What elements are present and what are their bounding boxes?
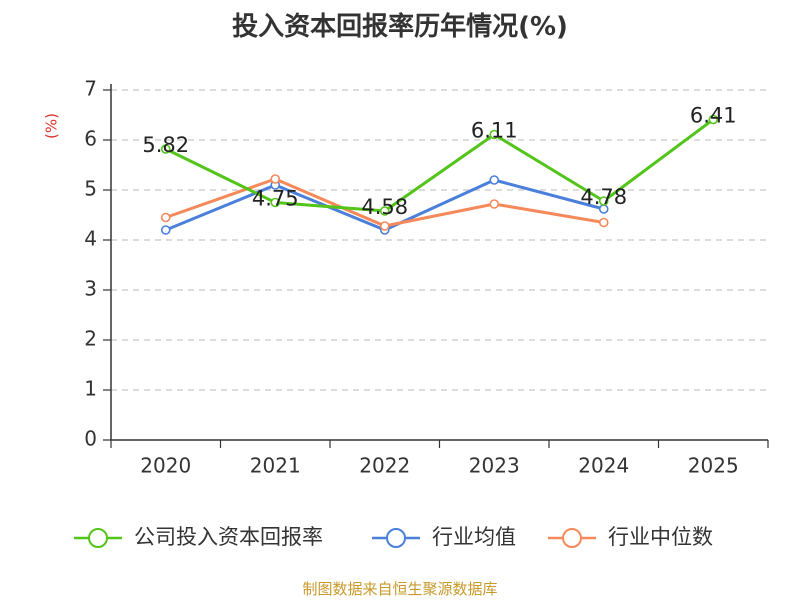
legend-label: 行业均值 [432,525,516,549]
data-label: 4.78 [580,185,627,209]
y-tick-label: 3 [84,277,97,301]
data-label: 4.58 [361,195,408,219]
data-label: 6.11 [471,119,518,143]
legend-marker [88,528,108,548]
series-line [165,118,715,213]
y-tick-label: 7 [84,77,97,101]
data-point [160,212,171,223]
data-point [489,199,500,209]
data-point [708,114,719,125]
data-point [598,217,609,228]
y-tick-label: 1 [84,377,97,401]
x-tick-label: 2023 [469,454,520,478]
x-tick-label: 2020 [140,454,191,478]
chart-title: 投入资本回报率历年情况(%) [232,12,568,42]
x-tick-label: 2021 [250,454,301,478]
data-point [489,175,500,185]
data-point [270,174,281,184]
data-label: 6.41 [690,104,737,128]
y-tick-label: 5 [84,177,97,201]
data-point [270,197,281,208]
y-tick-label: 4 [84,227,97,251]
data-point [160,225,171,235]
data-point [379,206,390,216]
y-tick-label: 0 [84,427,97,451]
source-note: 制图数据来自恒生聚源数据库 [302,580,498,598]
data-label: 4.75 [252,187,299,211]
data-label: 5.82 [142,133,189,157]
data-point [489,129,500,140]
legend-marker [386,528,406,548]
legend-label: 行业中位数 [608,525,713,549]
data-point [379,221,390,231]
x-tick-label: 2024 [578,454,629,478]
x-tick-label: 2022 [359,454,410,478]
x-tick-label: 2025 [688,454,739,478]
y-tick-label: 6 [84,127,97,151]
y-axis-unit-label: (%) [43,113,61,139]
y-tick-label: 2 [84,327,97,351]
legend-label: 公司投入资本回报率 [134,525,323,549]
data-point [598,196,609,206]
data-point [160,144,171,154]
legend-marker [562,528,582,548]
